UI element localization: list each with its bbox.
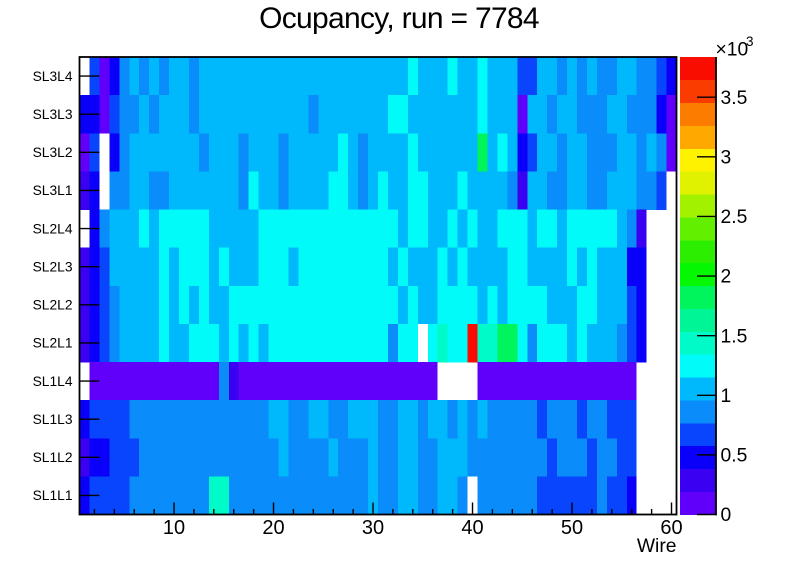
svg-text:0: 0 — [721, 505, 732, 526]
svg-text:SL3L2: SL3L2 — [33, 145, 73, 160]
svg-text:0.5: 0.5 — [721, 445, 748, 466]
svg-text:3: 3 — [721, 147, 732, 168]
svg-text:SL3L4: SL3L4 — [33, 69, 73, 84]
svg-text:2.5: 2.5 — [721, 207, 748, 228]
svg-text:60: 60 — [660, 517, 682, 539]
svg-text:Wire: Wire — [637, 536, 677, 557]
svg-text:SL2L2: SL2L2 — [33, 298, 73, 313]
svg-text:30: 30 — [362, 517, 384, 539]
svg-text:3: 3 — [746, 34, 754, 49]
svg-text:SL2L3: SL2L3 — [33, 259, 73, 274]
svg-text:×10: ×10 — [716, 40, 749, 61]
svg-text:SL2L1: SL2L1 — [33, 336, 73, 351]
svg-text:SL1L3: SL1L3 — [33, 412, 73, 427]
svg-text:SL2L4: SL2L4 — [33, 221, 73, 236]
svg-text:SL1L1: SL1L1 — [33, 488, 73, 503]
svg-text:1: 1 — [721, 386, 732, 407]
svg-text:3.5: 3.5 — [721, 88, 748, 109]
svg-text:20: 20 — [262, 517, 284, 539]
svg-text:SL3L1: SL3L1 — [33, 183, 73, 198]
svg-text:40: 40 — [461, 517, 483, 539]
svg-text:SL3L3: SL3L3 — [33, 107, 73, 122]
svg-text:SL1L2: SL1L2 — [33, 450, 73, 465]
svg-text:SL1L4: SL1L4 — [33, 374, 73, 389]
svg-text:2: 2 — [721, 267, 732, 288]
svg-text:50: 50 — [561, 517, 583, 539]
svg-text:1.5: 1.5 — [721, 326, 748, 347]
svg-text:10: 10 — [163, 517, 185, 539]
svg-text:Ocupancy, run = 7784: Ocupancy, run = 7784 — [259, 2, 539, 35]
